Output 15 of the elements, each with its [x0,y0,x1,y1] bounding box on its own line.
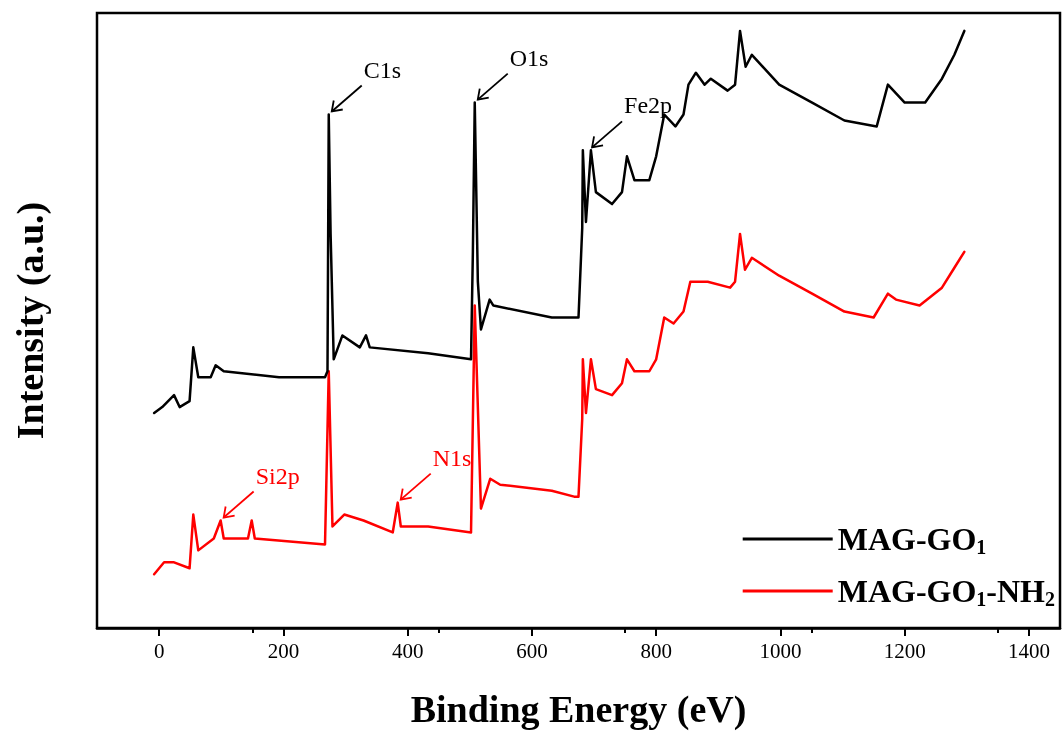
annotation: N1s [432,444,472,471]
x-tick-label: 0 [153,638,165,663]
x-tick-label: 400 [391,638,424,663]
x-tick-label: 1400 [1007,638,1050,663]
annotation: Fe2p [624,92,673,119]
x-tick-label: 600 [516,638,548,663]
annotation: O1s [509,44,549,71]
annotation: C1s [363,56,402,83]
annotation: Si2p [255,462,300,489]
x-tick-label: 1000 [759,638,802,663]
y-axis-title: Intensity (a.u.) [9,201,52,440]
x-tick-label: 200 [267,638,300,663]
x-tick-label: 800 [640,638,672,663]
x-tick-label: 1200 [883,638,926,663]
x-axis-title: Binding Energy (eV) [410,688,747,731]
